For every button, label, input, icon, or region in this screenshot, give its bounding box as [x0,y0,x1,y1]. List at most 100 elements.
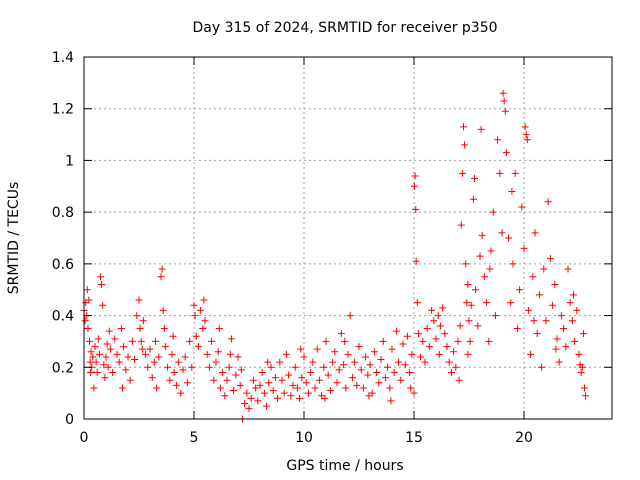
data-point [214,348,222,356]
data-point [136,325,144,332]
data-point [351,358,359,366]
data-point [297,345,305,353]
data-point [340,361,348,369]
data-point [487,247,495,255]
data-point [144,363,152,371]
data-point [508,187,516,195]
data-point [441,330,449,338]
data-point [568,317,576,325]
data-point [469,195,477,203]
data-point [104,363,112,371]
data-point [215,325,223,332]
data-point [392,327,400,335]
data-point [216,384,224,392]
data-point [520,244,528,252]
axis-ticks: 0 0.2 0.4 0.6 0.8 1 1.2 1.4 0 5 10 15 20 [52,50,612,446]
data-point [158,265,166,273]
data-point [177,389,185,397]
data-point [264,358,272,366]
data-point [285,371,293,379]
data-point [309,358,317,366]
data-point [478,231,486,239]
x-tick-label: 0 [80,430,89,446]
data-point [387,397,395,405]
data-point [113,350,121,358]
data-point [201,317,209,325]
data-point [477,125,485,133]
data-point [562,343,570,351]
data-point [322,337,330,345]
data-point [421,358,429,366]
data-point [265,379,273,387]
data-point [282,350,290,358]
x-axis-label: GPS time / hours [286,458,403,474]
data-point [460,123,467,131]
data-point [183,379,191,387]
data-point [455,376,463,384]
data-point [494,136,502,144]
data-point [434,312,442,320]
data-point [170,368,178,376]
x-tick-label: 5 [190,430,199,446]
data-point [533,330,541,338]
data-point [135,296,143,304]
data-point [331,348,339,356]
data-point [225,363,233,371]
data-point [87,368,95,376]
data-point [408,350,416,358]
data-point [531,229,539,237]
data-point [516,286,524,294]
data-point [570,291,577,299]
data-point [560,325,568,332]
data-point [412,206,420,214]
y-tick-label: 1.4 [52,50,74,66]
data-point [370,348,378,356]
data-point [430,317,438,325]
data-point [555,358,563,366]
data-point [119,384,126,392]
data-point [128,337,136,345]
data-point [480,273,488,281]
data-point [157,273,165,281]
data-point [254,397,262,405]
data-point [291,363,299,371]
data-point [192,332,200,340]
data-point [227,335,235,343]
data-point [93,368,101,376]
data-point [271,374,279,382]
data-point [401,361,409,369]
data-point [179,366,187,374]
data-point [575,350,583,358]
data-point [384,363,392,371]
data-point [523,136,531,144]
data-point [552,345,560,353]
data-point [256,381,264,389]
data-point [447,368,455,376]
data-point [535,291,543,299]
data-point [458,169,466,177]
data-point [443,343,451,351]
data-point [344,350,352,358]
data-point [191,312,199,320]
data-point [423,325,431,332]
data-point [137,337,145,345]
data-point [397,376,405,384]
y-axis-label: SRMTID / TECUs [6,182,22,295]
data-point [472,286,480,294]
data-point [172,381,180,389]
data-point [267,363,275,371]
data-point [342,384,350,392]
data-point [150,358,158,366]
data-point [425,343,433,351]
data-point [101,374,109,382]
data-point [341,337,349,345]
data-point [142,350,150,358]
data-point [208,337,216,345]
data-point [432,335,440,343]
data-point [221,392,229,400]
data-point [379,337,387,345]
data-point [159,306,167,314]
data-point [553,335,561,343]
data-point [411,172,419,180]
